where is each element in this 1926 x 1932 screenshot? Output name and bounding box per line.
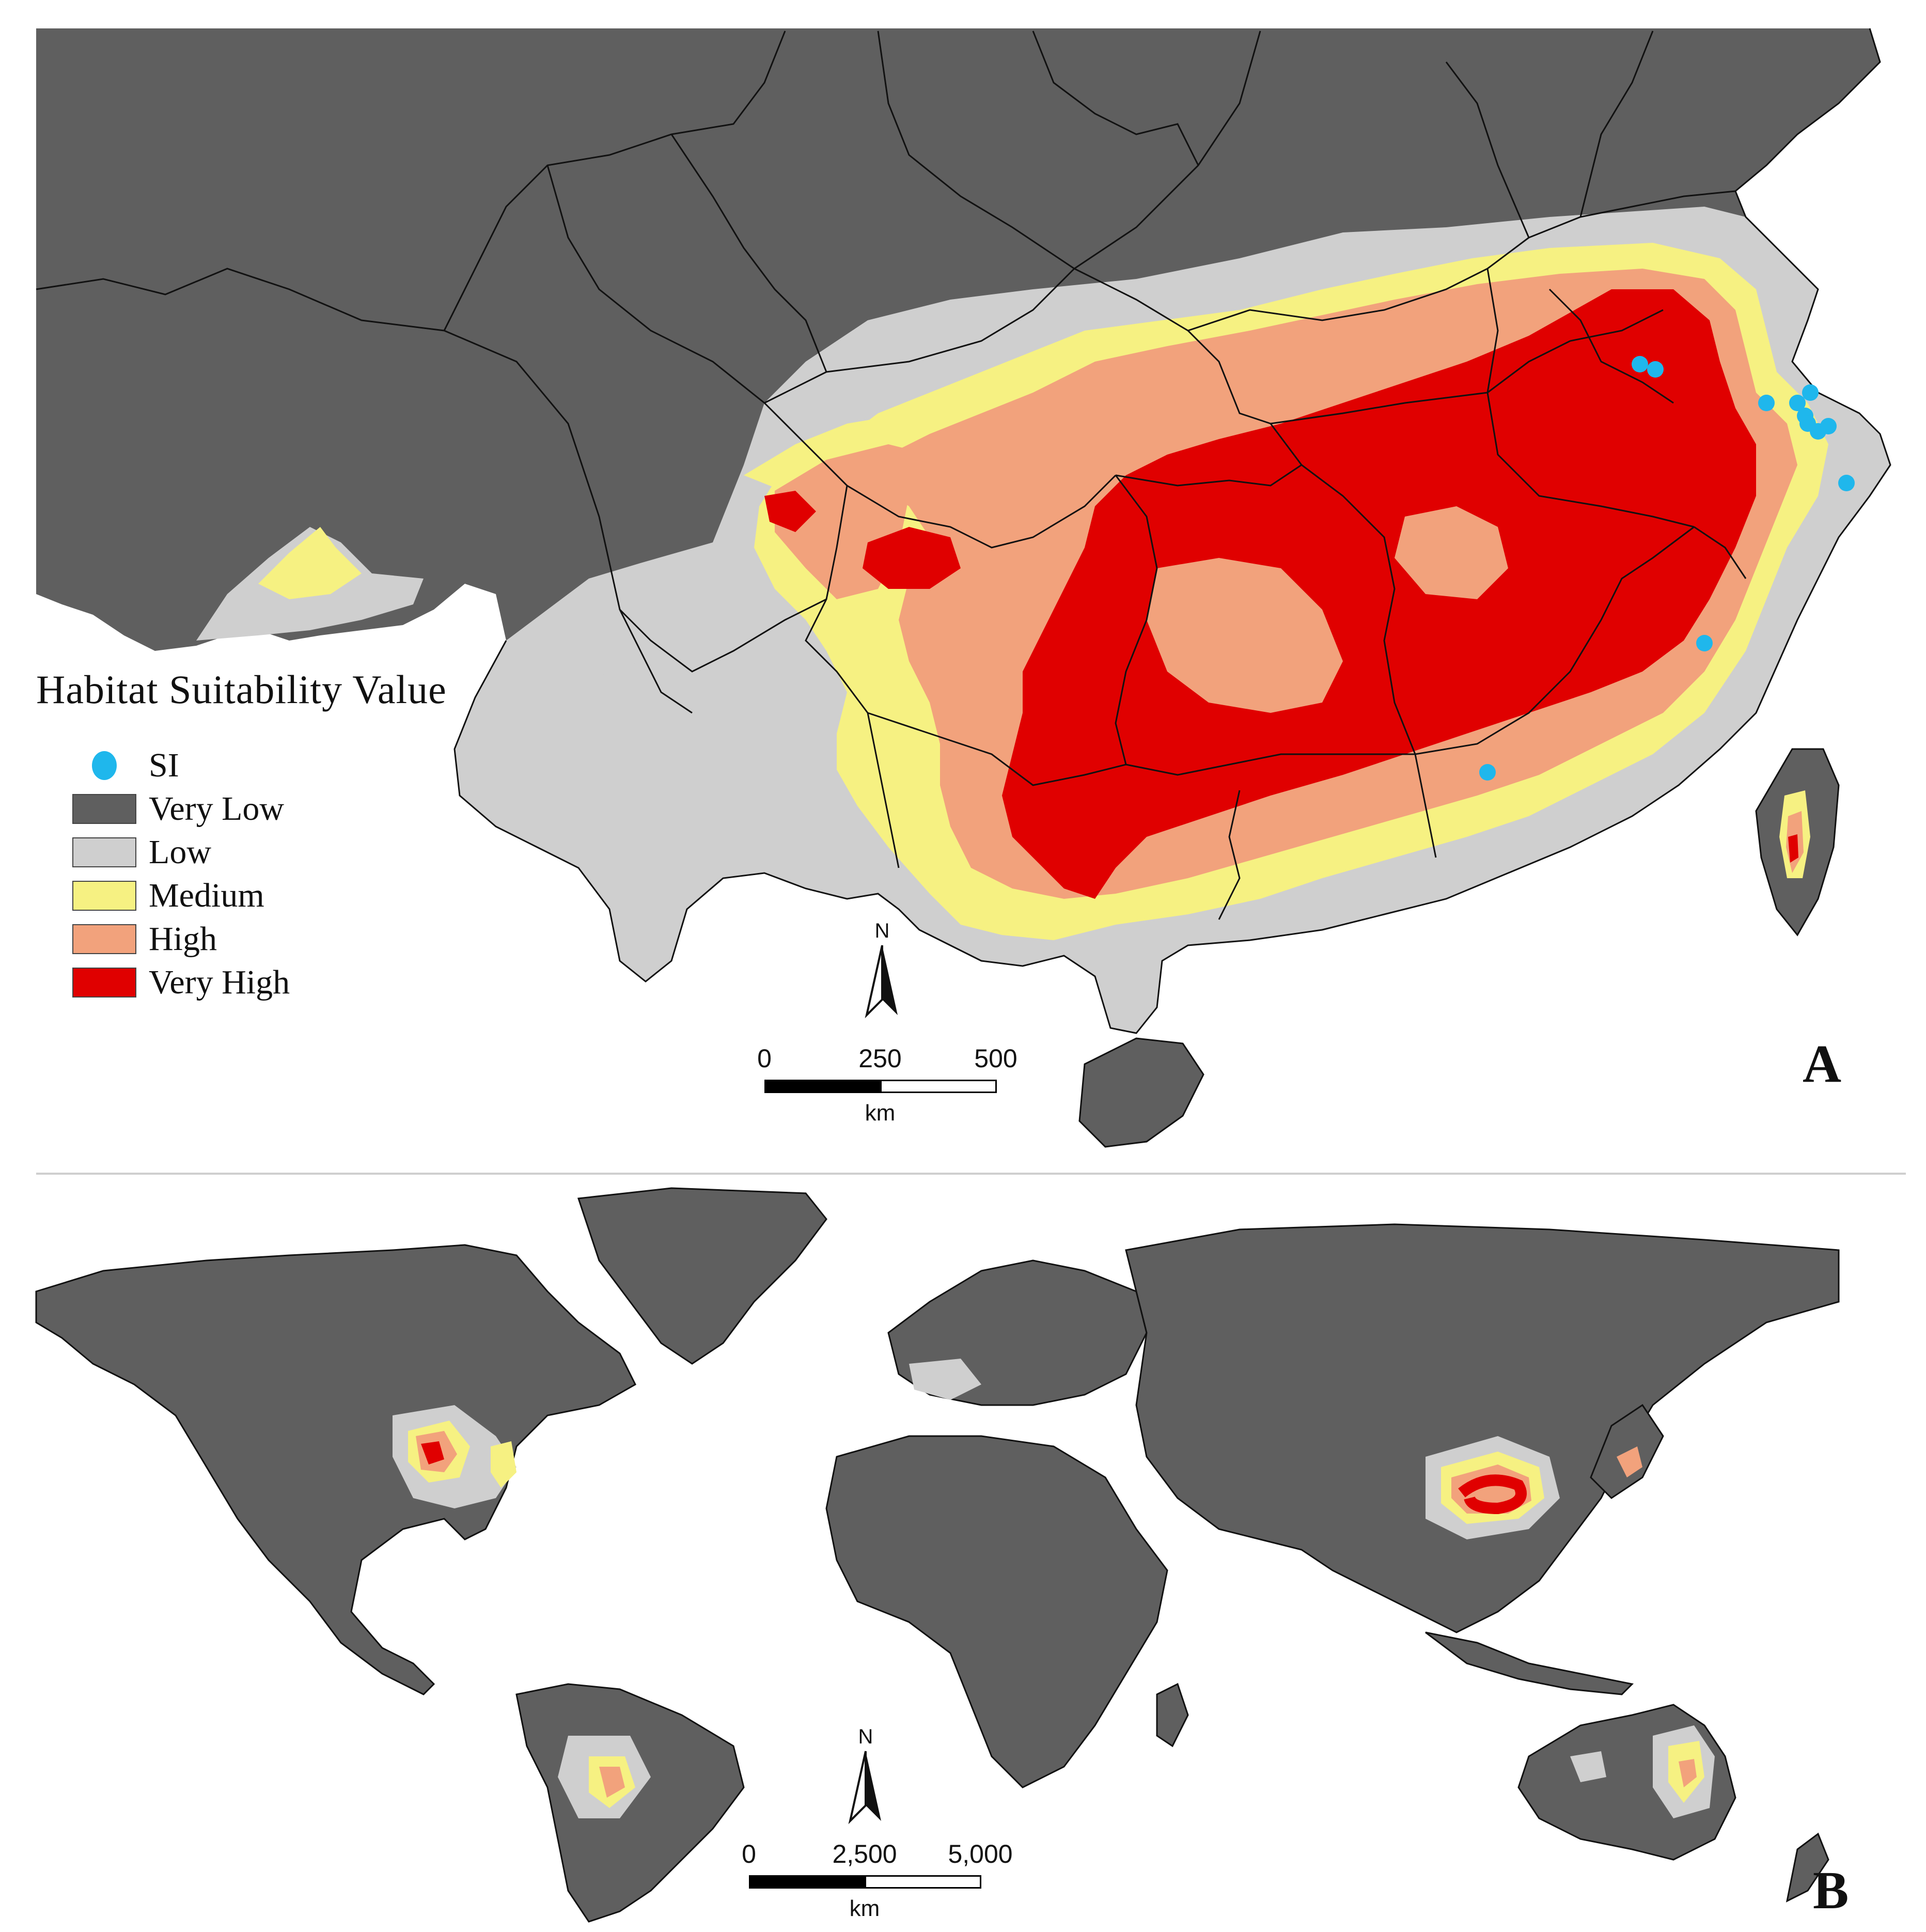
world-suitability-map <box>35 1187 1840 1923</box>
si-point <box>1479 764 1496 781</box>
zone-very-high <box>1002 289 1756 899</box>
legend-item-low: Low <box>36 831 447 874</box>
zone-very-high-west2 <box>764 491 816 532</box>
panel-letter-a: A <box>1803 1034 1842 1094</box>
si-point <box>1838 475 1855 491</box>
legend-title: Habitat Suitability Value <box>36 667 447 712</box>
madagascar <box>1156 1682 1189 1748</box>
si-point <box>1647 361 1664 378</box>
greenland <box>577 1187 827 1365</box>
coastline <box>453 28 1891 1034</box>
si-point <box>1696 635 1713 651</box>
panel-letter-b: B <box>1813 1861 1849 1920</box>
scale-tick: 2,500 <box>832 1840 897 1868</box>
legend-item-high: High <box>36 917 447 961</box>
legend-label: Low <box>149 833 211 871</box>
panel-a-china-map: Habitat Suitability Value SI Very Low Low M… <box>36 28 1891 1148</box>
legend-swatch <box>72 881 136 911</box>
legend-swatch <box>72 837 136 867</box>
north-arrow-icon <box>865 945 898 1019</box>
legend-swatch <box>72 968 136 998</box>
indonesia <box>1425 1631 1634 1695</box>
scale-tick: 0 <box>757 1044 772 1073</box>
legend-swatch <box>72 924 136 954</box>
scale-segment-black <box>764 1080 881 1093</box>
legend-label: Medium <box>149 877 264 914</box>
scale-tick: 5,000 <box>948 1840 1013 1868</box>
legend-label: Very High <box>149 963 290 1001</box>
north-label: N <box>858 1725 873 1748</box>
si-point <box>1789 395 1806 411</box>
hotspot-aus-west <box>1570 1751 1606 1782</box>
zone-medium-west <box>744 341 1074 496</box>
high-patch-hunan <box>1147 558 1343 713</box>
legend-item-very-low: Very Low <box>36 787 447 831</box>
hotspot-sa-high <box>599 1767 625 1798</box>
hotspot-china-very-high <box>1458 1474 1527 1515</box>
legend-label: SI <box>149 746 179 784</box>
panel-divider <box>36 1173 1906 1175</box>
china-suitability-map <box>36 28 1891 1148</box>
north-arrow-icon <box>848 1751 881 1825</box>
hotspot-europe <box>909 1359 981 1400</box>
si-point <box>1820 418 1837 434</box>
scale-segment-black <box>749 1875 866 1889</box>
north-label: N <box>874 920 890 942</box>
world-hotspots <box>393 1359 1715 1818</box>
legend-item-medium: Medium <box>36 874 447 917</box>
africa <box>825 1435 1168 1788</box>
legend-dot-icon <box>92 751 117 780</box>
scale-bar-b: 0 2,500 5,000 km <box>742 1839 1012 1932</box>
hotspot-usa-very-high <box>421 1441 444 1464</box>
si-points <box>1479 356 1855 781</box>
province-borders <box>36 30 1747 920</box>
asia <box>1125 1223 1840 1633</box>
high-patch-jiangxi <box>1395 506 1508 599</box>
legend-swatch <box>72 794 136 824</box>
zone-very-high-west <box>863 527 961 589</box>
hainan-island <box>1078 1037 1204 1148</box>
north-america <box>35 1244 636 1695</box>
legend-label: Very Low <box>149 790 285 828</box>
continents <box>35 1187 1840 1923</box>
taiwan-very-high <box>1788 834 1798 863</box>
north-arrow-b: N <box>845 1725 886 1829</box>
scale-bar-a: 0 250 500 km <box>757 1043 1017 1136</box>
si-point <box>1758 395 1775 411</box>
tibet-medium-patch <box>258 527 362 599</box>
scale-segment-white <box>880 1080 997 1093</box>
north-arrow-a: N <box>862 920 903 1023</box>
new-zealand <box>1786 1832 1829 1903</box>
scale-tick: 250 <box>858 1044 902 1073</box>
si-point <box>1632 356 1648 372</box>
yunnan-low <box>465 651 826 878</box>
si-point <box>1802 384 1819 401</box>
scale-unit: km <box>865 1100 896 1126</box>
legend: Habitat Suitability Value SI Very Low Low M… <box>36 666 447 1004</box>
legend-item-si: SI <box>36 744 447 787</box>
scale-unit: km <box>849 1896 880 1921</box>
hotspot-japan <box>1617 1446 1642 1477</box>
hotspot-aus-high <box>1679 1759 1697 1787</box>
scale-segment-white <box>865 1875 981 1889</box>
legend-label: High <box>149 920 217 958</box>
panel-b-world-map: N 0 2,500 5,000 km B <box>0 1167 1926 1932</box>
hotspot-usa-east <box>491 1441 516 1488</box>
legend-item-very-high: Very High <box>36 961 447 1004</box>
scale-tick: 500 <box>974 1044 1017 1073</box>
scale-tick: 0 <box>742 1840 756 1868</box>
legend-items: SI Very Low Low Medium High Very High <box>36 744 447 1004</box>
